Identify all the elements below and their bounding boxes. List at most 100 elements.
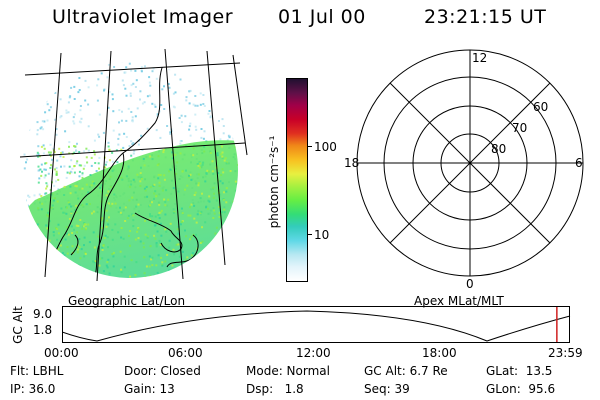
speckle-pixel xyxy=(28,88,31,91)
speckle-pixel xyxy=(19,176,21,178)
aurora-pixel xyxy=(167,198,170,201)
speckle-pixel xyxy=(250,47,252,49)
seq-field: Seq: 39 xyxy=(364,382,410,396)
speckle-pixel xyxy=(22,100,23,102)
speckle-pixel xyxy=(246,90,248,92)
speckle-pixel xyxy=(241,85,243,87)
aurora-pixel xyxy=(72,265,75,268)
aurora-pixel xyxy=(67,265,70,268)
timeline-frame xyxy=(62,306,570,343)
speckle-pixel xyxy=(185,99,188,102)
aurora-pixel xyxy=(56,228,59,231)
speckle-pixel xyxy=(73,85,76,88)
speckle-pixel xyxy=(153,103,156,106)
speckle-pixel xyxy=(163,85,165,88)
aurora-pixel xyxy=(107,223,110,226)
aurora-pixel xyxy=(154,224,157,227)
aurora-pixel xyxy=(71,232,74,234)
aurora-pixel xyxy=(40,174,43,177)
speckle-pixel xyxy=(247,172,249,174)
aurora-pixel xyxy=(177,190,180,193)
aurora-pixel xyxy=(98,167,100,170)
aurora-pixel xyxy=(248,251,250,253)
aurora-pixel xyxy=(100,190,102,193)
aurora-pixel xyxy=(169,276,172,278)
aurora-pixel xyxy=(252,175,254,177)
aurora-pixel xyxy=(190,254,193,257)
speckle-pixel xyxy=(42,152,45,155)
speckle-pixel xyxy=(135,47,137,49)
aurora-pixel xyxy=(53,197,56,200)
speckle-pixel xyxy=(189,89,192,92)
speckle-pixel xyxy=(221,118,224,121)
aurora-pixel xyxy=(116,161,119,164)
speckle-pixel xyxy=(125,136,128,138)
aurora-pixel xyxy=(144,189,147,192)
aurora-pixel xyxy=(213,209,215,212)
aurora-pixel xyxy=(207,199,210,202)
speckle-pixel xyxy=(16,80,18,82)
aurora-pixel xyxy=(72,275,74,278)
aurora-pixel xyxy=(108,272,111,275)
aurora-pixel xyxy=(158,185,161,187)
aurora-pixel xyxy=(212,186,215,189)
speckle-pixel xyxy=(162,60,164,62)
aurora-pixel xyxy=(142,246,145,249)
aurora-pixel xyxy=(221,182,224,185)
aurora-pixel xyxy=(176,161,179,164)
aurora-pixel xyxy=(36,256,39,259)
speckle-pixel xyxy=(131,143,134,146)
aurora-pixel xyxy=(128,199,131,202)
speckle-pixel xyxy=(230,77,233,80)
aurora-pixel xyxy=(100,219,103,222)
aurora-pixel xyxy=(149,215,152,218)
speckle-pixel xyxy=(160,104,163,106)
aurora-pixel xyxy=(186,256,189,259)
speckle-pixel xyxy=(107,141,110,144)
speckle-pixel xyxy=(111,98,114,101)
speckle-pixel xyxy=(40,66,43,69)
speckle-pixel xyxy=(107,106,110,109)
speckle-pixel xyxy=(245,107,247,109)
aurora-pixel xyxy=(44,162,47,165)
speckle-pixel xyxy=(135,79,138,82)
aurora-pixel xyxy=(149,186,152,189)
aurora-pixel xyxy=(161,261,164,264)
aurora-pixel xyxy=(171,151,174,154)
aurora-pixel xyxy=(75,224,78,227)
speckle-pixel xyxy=(125,119,128,122)
speckle-pixel xyxy=(129,92,132,95)
speckle-pixel xyxy=(248,153,250,155)
aurora-pixel xyxy=(81,176,84,179)
aurora-pixel xyxy=(68,217,71,220)
aurora-pixel xyxy=(137,203,140,206)
speckle-pixel xyxy=(22,209,23,212)
aurora-pixel xyxy=(144,219,146,222)
aurora-pixel xyxy=(37,181,40,184)
aurora-pixel xyxy=(139,180,142,183)
speckle-pixel xyxy=(23,167,26,170)
aurora-pixel xyxy=(130,154,133,157)
lat-label-60: 60 xyxy=(533,100,548,114)
aurora-pixel xyxy=(47,215,50,218)
aurora-pixel xyxy=(59,274,62,277)
aurora-pixel xyxy=(80,248,83,251)
aurora-pixel xyxy=(187,278,189,280)
aurora-pixel xyxy=(83,236,86,239)
aurora-pixel xyxy=(120,271,123,274)
speckle-pixel xyxy=(130,56,132,58)
aurora-pixel xyxy=(47,211,49,214)
aurora-pixel xyxy=(85,156,88,159)
aurora-pixel xyxy=(205,261,208,264)
aurora-pixel xyxy=(119,211,122,214)
speckle-pixel xyxy=(22,81,24,84)
mlt-label-0: 0 xyxy=(466,277,474,291)
speckle-pixel xyxy=(37,145,40,148)
gc-alt-field: GC Alt: 6.7 Re xyxy=(364,364,448,378)
aurora-pixel xyxy=(37,165,40,168)
speckle-pixel xyxy=(132,142,135,145)
aurora-pixel xyxy=(177,243,180,246)
aurora-pixel xyxy=(101,249,104,251)
aurora-pixel xyxy=(222,171,225,174)
aurora-pixel xyxy=(199,252,202,255)
